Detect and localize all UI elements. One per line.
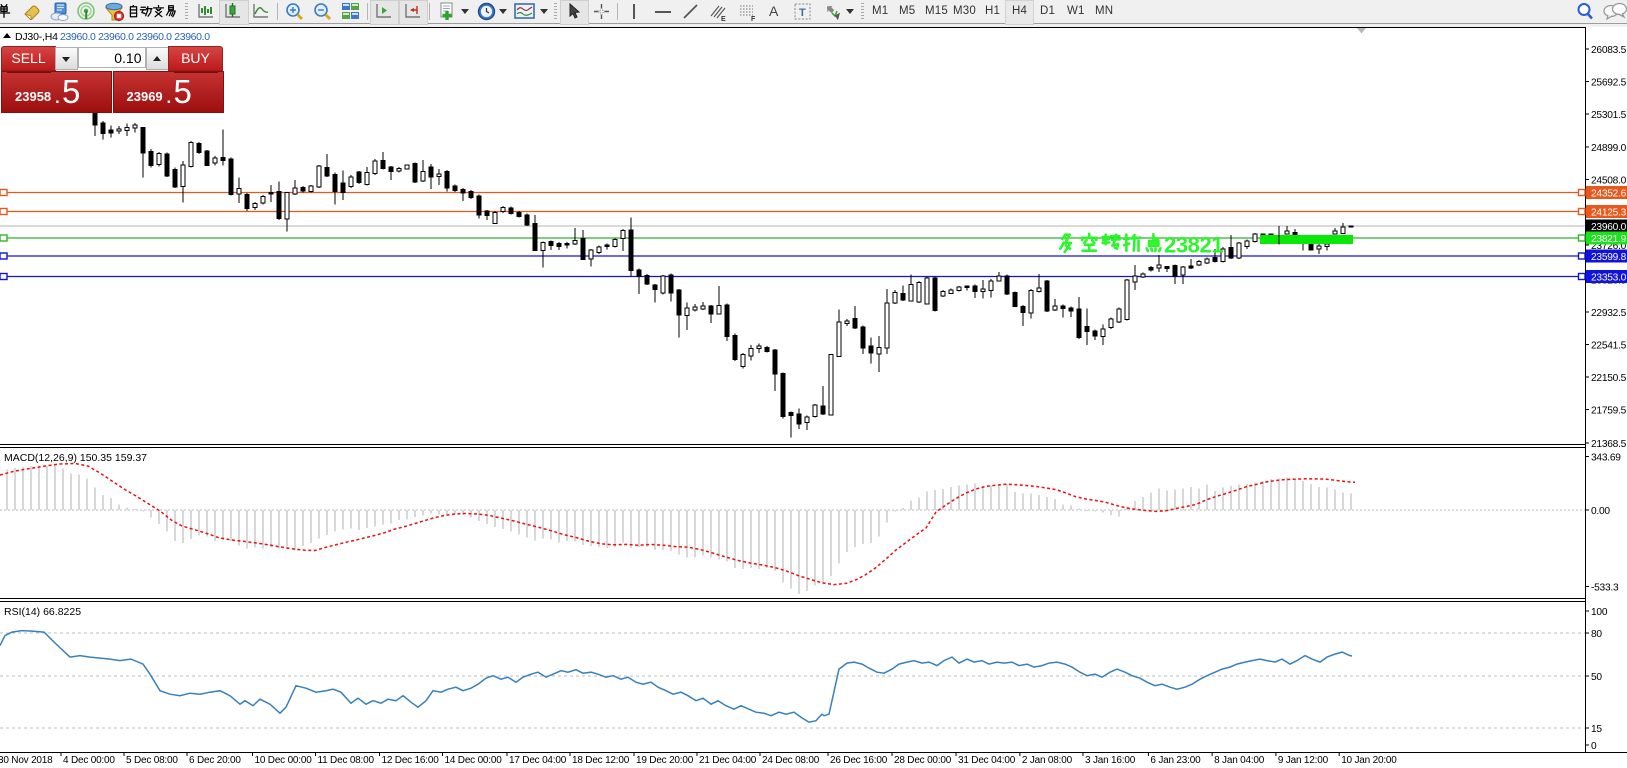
svg-text:23353.0: 23353.0 bbox=[1591, 273, 1627, 284]
svg-text:MACD(12,26,9) 150.35 159.37: MACD(12,26,9) 150.35 159.37 bbox=[4, 452, 147, 464]
svg-text:0: 0 bbox=[1591, 741, 1597, 752]
svg-text:10 Jan 20:00: 10 Jan 20:00 bbox=[1341, 755, 1397, 766]
svg-text:4 Dec 00:00: 4 Dec 00:00 bbox=[63, 755, 115, 766]
svg-text:100: 100 bbox=[1591, 607, 1608, 618]
svg-text:2 Jan 08:00: 2 Jan 08:00 bbox=[1022, 755, 1073, 766]
svg-text:8 Jan 04:00: 8 Jan 04:00 bbox=[1214, 755, 1265, 766]
svg-text:50: 50 bbox=[1591, 672, 1602, 683]
svg-text:RSI(14) 66.8225: RSI(14) 66.8225 bbox=[4, 606, 81, 618]
svg-text:19 Dec 20:00: 19 Dec 20:00 bbox=[636, 755, 694, 766]
svg-text:26083.5: 26083.5 bbox=[1591, 45, 1627, 56]
svg-text:26 Dec 16:00: 26 Dec 16:00 bbox=[830, 755, 888, 766]
svg-text:6 Jan 23:00: 6 Jan 23:00 bbox=[1150, 755, 1201, 766]
svg-text:T: T bbox=[799, 7, 806, 19]
svg-text:18 Dec 12:00: 18 Dec 12:00 bbox=[572, 755, 630, 766]
svg-text:12 Dec 16:00: 12 Dec 16:00 bbox=[382, 755, 440, 766]
svg-text:23960.0 23960.0 23960.0 23960.: 23960.0 23960.0 23960.0 23960.0 bbox=[60, 31, 210, 43]
svg-text:0.00: 0.00 bbox=[1591, 506, 1610, 517]
svg-text:17 Dec 04:00: 17 Dec 04:00 bbox=[509, 755, 567, 766]
svg-text:24 Dec 08:00: 24 Dec 08:00 bbox=[762, 755, 820, 766]
svg-text:23821.9: 23821.9 bbox=[1591, 234, 1627, 245]
svg-text:25692.5: 25692.5 bbox=[1591, 78, 1627, 89]
svg-text:22541.5: 22541.5 bbox=[1591, 341, 1627, 352]
svg-text:DJ30-,H4: DJ30-,H4 bbox=[15, 31, 58, 43]
svg-text:24352.6: 24352.6 bbox=[1591, 189, 1627, 200]
svg-text:343.69: 343.69 bbox=[1591, 453, 1621, 464]
svg-text:31 Dec 04:00: 31 Dec 04:00 bbox=[958, 755, 1016, 766]
svg-text:24899.0: 24899.0 bbox=[1591, 143, 1627, 154]
svg-text:21 Dec 04:00: 21 Dec 04:00 bbox=[699, 755, 757, 766]
svg-text:28 Dec 00:00: 28 Dec 00:00 bbox=[894, 755, 952, 766]
svg-text:15: 15 bbox=[1591, 724, 1602, 735]
svg-text:22932.5: 22932.5 bbox=[1591, 308, 1627, 319]
svg-text:9 Jan 12:00: 9 Jan 12:00 bbox=[1278, 755, 1329, 766]
svg-text:14 Dec 00:00: 14 Dec 00:00 bbox=[445, 755, 503, 766]
svg-text:5 Dec 08:00: 5 Dec 08:00 bbox=[126, 755, 178, 766]
svg-text:3 Jan 16:00: 3 Jan 16:00 bbox=[1085, 755, 1136, 766]
svg-text:23821: 23821 bbox=[1164, 233, 1223, 258]
svg-text:23726.0: 23726.0 bbox=[1591, 241, 1627, 252]
svg-text:E: E bbox=[721, 16, 726, 22]
svg-text:24125.3: 24125.3 bbox=[1591, 208, 1627, 219]
svg-text:10 Dec 00:00: 10 Dec 00:00 bbox=[255, 755, 313, 766]
svg-text:21759.5: 21759.5 bbox=[1591, 406, 1627, 417]
svg-text:6 Dec 20:00: 6 Dec 20:00 bbox=[189, 755, 241, 766]
svg-text:22150.5: 22150.5 bbox=[1591, 373, 1627, 384]
svg-text:80: 80 bbox=[1591, 629, 1602, 640]
svg-text:11 Dec 08:00: 11 Dec 08:00 bbox=[318, 755, 375, 766]
svg-text:23960.0: 23960.0 bbox=[1591, 222, 1627, 233]
svg-text:30 Nov 2018: 30 Nov 2018 bbox=[0, 755, 53, 766]
svg-text:23599.8: 23599.8 bbox=[1591, 252, 1627, 263]
svg-text:-533.3: -533.3 bbox=[1591, 583, 1619, 594]
svg-text:21368.5: 21368.5 bbox=[1591, 439, 1627, 450]
svg-text:25301.5: 25301.5 bbox=[1591, 110, 1627, 121]
svg-text:24508.0: 24508.0 bbox=[1591, 176, 1627, 187]
svg-text:F: F bbox=[751, 16, 756, 22]
